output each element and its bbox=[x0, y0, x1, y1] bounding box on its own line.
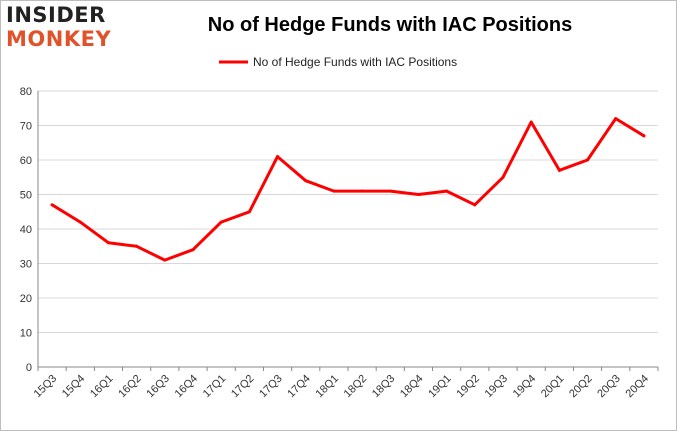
y-tick-label: 0 bbox=[26, 362, 32, 374]
data-point-20Q4 bbox=[642, 134, 646, 138]
logo-line-1: INSIDER bbox=[6, 3, 106, 27]
data-point-18Q4 bbox=[416, 193, 420, 196]
data-point-15Q3 bbox=[50, 203, 54, 207]
chart-title: No of Hedge Funds with IAC Positions bbox=[207, 14, 573, 36]
x-tick-label: 20Q1 bbox=[539, 373, 567, 401]
x-tick-label: 17Q2 bbox=[229, 373, 257, 401]
x-tick-label: 16Q1 bbox=[88, 373, 116, 401]
y-tick-label: 70 bbox=[20, 121, 32, 133]
data-point-20Q1 bbox=[557, 168, 561, 172]
x-tick-label: 20Q4 bbox=[624, 373, 652, 401]
x-tick-label: 18Q4 bbox=[398, 373, 426, 401]
legend-label: No of Hedge Funds with IAC Positions bbox=[253, 55, 457, 69]
data-point-16Q3 bbox=[163, 258, 167, 262]
data-point-18Q2 bbox=[360, 189, 364, 193]
x-tick-label: 15Q3 bbox=[32, 373, 60, 401]
x-tick-label: 18Q3 bbox=[370, 373, 398, 401]
y-tick-label: 50 bbox=[20, 190, 32, 202]
x-tick-label: 20Q2 bbox=[567, 373, 595, 401]
y-tick-label: 10 bbox=[20, 328, 32, 340]
x-tick-label: 19Q2 bbox=[454, 373, 482, 401]
y-tick-label: 80 bbox=[20, 86, 32, 98]
x-tick-label: 16Q2 bbox=[116, 373, 144, 401]
logo-line-2: MONKEY bbox=[6, 27, 112, 51]
x-tick-label: 17Q4 bbox=[285, 373, 313, 401]
series-line bbox=[50, 117, 646, 262]
y-tick-label: 30 bbox=[20, 259, 32, 271]
data-point-19Q3 bbox=[501, 175, 505, 179]
x-tick-label: 18Q1 bbox=[314, 373, 342, 401]
y-tick-label: 40 bbox=[20, 224, 32, 236]
data-point-15Q4 bbox=[78, 220, 82, 224]
x-tick-label: 19Q4 bbox=[511, 373, 539, 401]
legend: No of Hedge Funds with IAC Positions bbox=[219, 55, 457, 69]
data-point-17Q2 bbox=[247, 210, 251, 214]
x-tick-label: 20Q3 bbox=[595, 373, 623, 401]
x-tick-label: 17Q3 bbox=[257, 373, 285, 401]
y-tick-label: 20 bbox=[20, 293, 32, 305]
data-point-16Q1 bbox=[106, 241, 110, 245]
x-tick-label: 19Q3 bbox=[483, 373, 511, 401]
data-point-20Q2 bbox=[586, 158, 590, 162]
grid bbox=[38, 90, 658, 368]
data-point-19Q1 bbox=[445, 189, 449, 193]
data-point-19Q2 bbox=[473, 203, 477, 207]
x-tick-label: 17Q1 bbox=[201, 373, 229, 401]
insider-monkey-logo: INSIDER MONKEY bbox=[6, 3, 126, 53]
x-tick-label: 18Q2 bbox=[342, 373, 370, 401]
x-tick-label: 19Q1 bbox=[426, 373, 454, 401]
data-point-17Q1 bbox=[219, 220, 223, 224]
data-point-20Q3 bbox=[614, 117, 618, 121]
data-point-17Q4 bbox=[304, 179, 308, 183]
data-point-16Q4 bbox=[191, 248, 195, 252]
series bbox=[50, 117, 646, 262]
data-point-16Q2 bbox=[135, 244, 139, 248]
y-tick-label: 60 bbox=[20, 155, 32, 167]
data-point-19Q4 bbox=[529, 120, 533, 124]
x-tick-label: 16Q4 bbox=[173, 373, 201, 401]
x-tick-label: 16Q3 bbox=[144, 373, 172, 401]
data-point-17Q3 bbox=[276, 155, 280, 159]
x-tick-label: 15Q4 bbox=[60, 373, 88, 401]
data-point-18Q1 bbox=[332, 189, 336, 193]
data-point-18Q3 bbox=[388, 189, 392, 193]
